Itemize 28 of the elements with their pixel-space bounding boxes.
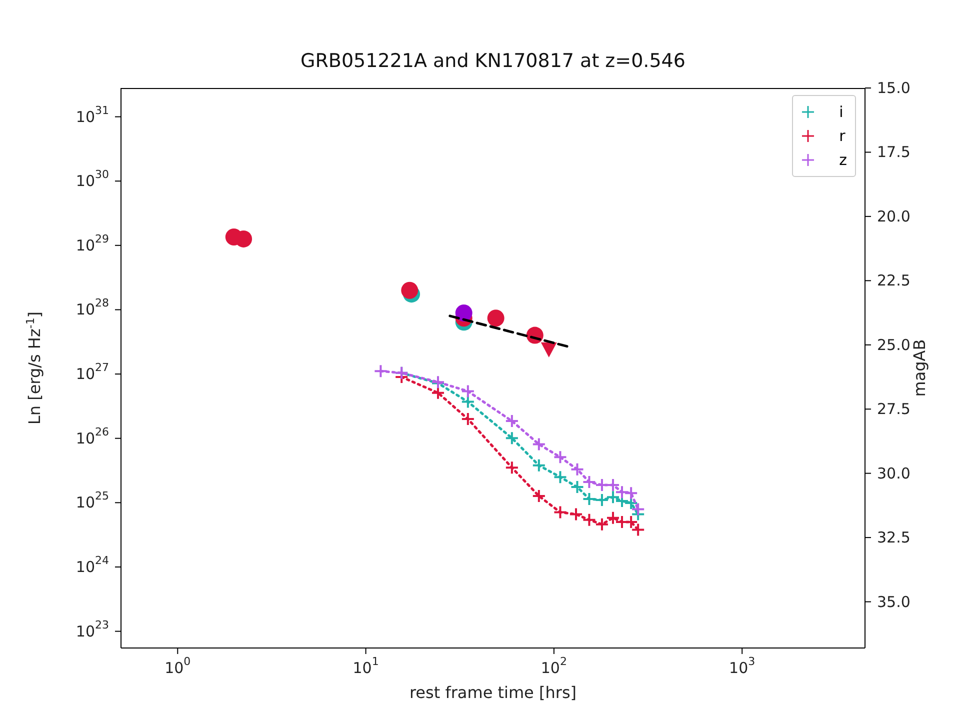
x-tick-label: 10$^{3}$	[729, 655, 756, 677]
legend-label: z	[839, 151, 847, 169]
y-tick-label: 10$^{25}$	[76, 490, 109, 512]
y-tick-label: 10$^{29}$	[76, 232, 109, 254]
y2-tick-label: 30.0	[877, 464, 910, 482]
legend-label: r	[839, 127, 846, 145]
y2-tick-label: 15.0	[877, 79, 910, 97]
x-axis-title: rest frame time [hrs]	[409, 683, 577, 702]
y-tick-label: 10$^{31}$	[76, 104, 109, 126]
y2-tick-label: 20.0	[877, 207, 910, 226]
y-tick-label: 10$^{23}$	[76, 618, 109, 640]
y-tick-label: 10$^{30}$	[76, 168, 109, 190]
legend-label: i	[839, 103, 844, 121]
x-tick-label: 10$^{2}$	[540, 655, 567, 677]
y-tick-label: 10$^{26}$	[76, 425, 109, 448]
y-tick-label: 10$^{27}$	[76, 361, 109, 384]
y2-axis-title: magAB	[910, 339, 929, 397]
y2-tick-label: 32.5	[877, 528, 910, 547]
y-tick-label: 10$^{28}$	[76, 296, 109, 319]
chart-title: GRB051221A and KN170817 at z=0.546	[300, 50, 686, 72]
x-tick-label: 10$^{0}$	[164, 655, 191, 677]
y2-tick-label: 35.0	[877, 592, 910, 611]
y2-tick-label: 25.0	[877, 336, 910, 354]
x-tick-label: 10$^{1}$	[352, 655, 379, 677]
y-tick-label: 10$^{24}$	[76, 554, 109, 576]
y2-tick-label: 22.5	[877, 272, 910, 290]
y2-tick-label: 17.5	[877, 143, 910, 162]
y2-tick-label: 27.5	[877, 400, 910, 418]
